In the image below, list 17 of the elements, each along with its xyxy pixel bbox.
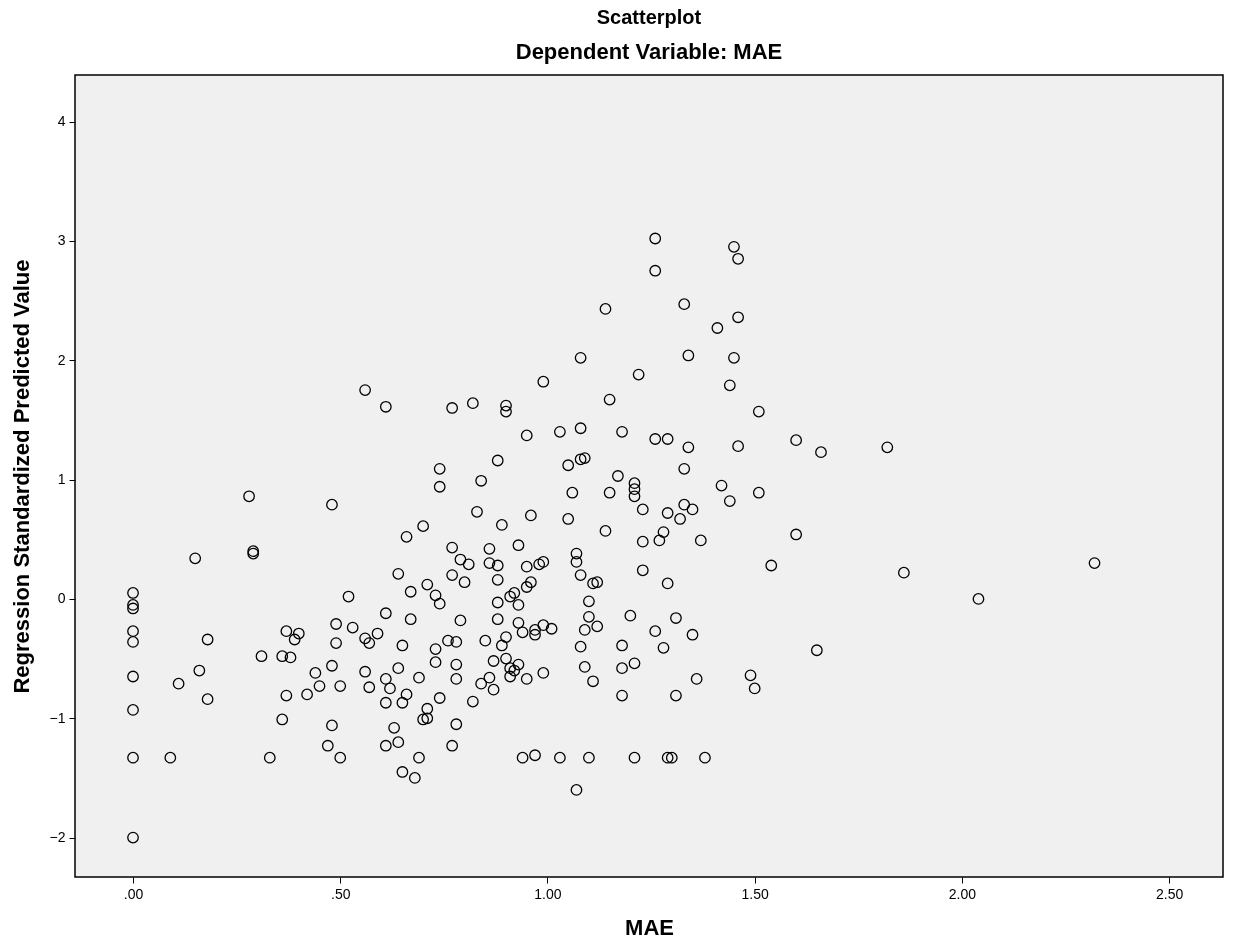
- x-tick-label: 2.00: [948, 885, 977, 902]
- x-tick-label: 1.50: [741, 885, 770, 902]
- y-tick-label: −2: [49, 829, 66, 846]
- chart-subtitle: Dependent Variable: MAE: [515, 39, 783, 64]
- x-axis-title: MAE: [625, 914, 674, 940]
- y-axis-title: Regression Standardized Predicted Value: [8, 259, 34, 694]
- y-tick-label: −1: [49, 709, 66, 726]
- y-tick-label: 4: [57, 113, 66, 130]
- y-tick-label: 3: [57, 232, 66, 249]
- x-tick-label: .00: [123, 885, 144, 902]
- chart-title: Scatterplot: [596, 6, 702, 28]
- y-tick-label: 0: [57, 590, 66, 607]
- x-tick-label: .50: [331, 885, 351, 902]
- y-tick-label: 1: [57, 471, 66, 488]
- x-tick-label: 1.00: [534, 885, 562, 902]
- x-tick-label: 2.50: [1156, 885, 1184, 902]
- y-tick-label: 2: [57, 351, 66, 368]
